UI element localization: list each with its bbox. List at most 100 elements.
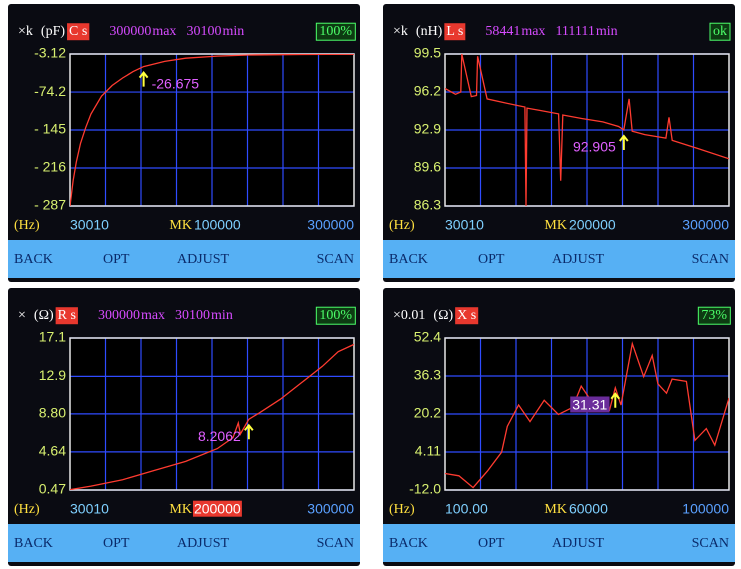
min-label: min	[596, 24, 618, 39]
x-tick-label: 300000	[307, 501, 354, 517]
y-tick-label: 4.11	[415, 443, 441, 459]
marker-x-value: 200000	[194, 501, 241, 517]
min-label: min	[211, 308, 233, 323]
y-tick-label: 52.4	[414, 329, 441, 345]
max-label: max	[521, 24, 545, 39]
unit: (Ω)	[433, 308, 453, 323]
marker-x-label: MK	[544, 218, 567, 233]
marker-arrow	[619, 134, 629, 150]
parameter-badge	[444, 23, 466, 41]
trace	[70, 343, 354, 490]
screen: ×k (nH) L s 58441 max 111111 min ok 99.5 96.2 92.9…	[383, 4, 735, 282]
parameter-badge	[455, 307, 479, 325]
marker-x-label: MK	[169, 502, 192, 517]
x-unit: (Hz)	[389, 218, 415, 233]
button[interactable]: SCAN	[317, 536, 354, 551]
y-tick-label: 4.64	[39, 443, 66, 459]
min-value: 30100	[175, 308, 210, 323]
button[interactable]: ADJUST	[552, 536, 605, 551]
min-label: min	[222, 24, 244, 39]
parameter: X s	[457, 308, 476, 323]
status: 100%	[319, 308, 352, 323]
status-box	[315, 22, 356, 41]
marker-x-label: MK	[544, 502, 567, 517]
y-tick-label: - 145	[34, 121, 66, 137]
trace	[445, 54, 729, 206]
button[interactable]: OPT	[478, 252, 505, 267]
button[interactable]: BACK	[14, 252, 53, 267]
y-tick-label: 36.3	[414, 367, 441, 383]
button[interactable]: SCAN	[692, 536, 729, 551]
marker-x-label: MK	[169, 218, 192, 233]
plot-frame	[69, 53, 355, 207]
marker-x-bg	[192, 500, 242, 517]
parameter: R s	[58, 308, 76, 323]
min-value: 30100	[186, 24, 221, 39]
button[interactable]: ADJUST	[177, 536, 230, 551]
scale-factor: ×k	[393, 24, 408, 39]
status: ok	[713, 24, 727, 39]
y-tick-label: 86.3	[414, 197, 441, 213]
marker-arrow	[138, 71, 149, 87]
x-tick-label: 100.00	[445, 501, 488, 517]
parameter: C s	[69, 24, 87, 39]
marker-arrow	[244, 423, 254, 440]
parameter: L s	[446, 24, 463, 39]
scale-factor: ×	[18, 308, 26, 323]
x-tick-label: 100000	[682, 501, 729, 517]
y-tick-label: 92.9	[414, 121, 441, 137]
button[interactable]: SCAN	[317, 252, 354, 267]
status-box	[709, 22, 731, 41]
status: 73%	[701, 308, 727, 323]
status-box	[315, 306, 356, 325]
parameter-badge	[67, 23, 90, 41]
marker-x-value: 100000	[194, 217, 241, 233]
button[interactable]: ADJUST	[552, 252, 605, 267]
min-value: 111111	[555, 24, 594, 39]
y-tick-label: 0.47	[39, 481, 66, 497]
y-tick-label: 17.1	[39, 329, 66, 345]
status-box	[697, 306, 731, 325]
y-tick-label: -12.0	[409, 481, 441, 497]
max-value: 300000	[109, 24, 151, 39]
button-bar	[8, 524, 360, 562]
marker-value-label: 31.31	[572, 396, 607, 412]
button[interactable]: BACK	[389, 536, 428, 551]
marker-label-bg	[570, 396, 610, 413]
marker-value-label: 92.905	[573, 139, 616, 155]
plot-frame	[444, 53, 730, 207]
x-unit: (Hz)	[14, 502, 40, 517]
x-tick-label: 30010	[70, 501, 109, 517]
x-tick-label: 30010	[70, 217, 109, 233]
x-tick-label: 30010	[445, 217, 484, 233]
button[interactable]: OPT	[103, 536, 130, 551]
scale-factor: ×0.01	[393, 308, 425, 323]
button-bar	[383, 240, 735, 278]
y-tick-label: -3.12	[34, 45, 66, 61]
y-tick-label: - 216	[34, 159, 66, 175]
y-tick-label: 99.5	[414, 45, 441, 61]
x-tick-label: 300000	[682, 217, 729, 233]
marker-value-label: -26.675	[152, 75, 200, 91]
x-unit: (Hz)	[389, 502, 415, 517]
y-tick-label: - 287	[34, 197, 66, 213]
max-value: 300000	[98, 308, 140, 323]
max-label: max	[141, 308, 165, 323]
button[interactable]: SCAN	[692, 252, 729, 267]
marker-x-value: 200000	[569, 217, 616, 233]
marker-value-label: 8.2062	[198, 428, 241, 444]
marker-arrow	[610, 392, 621, 408]
y-tick-label: -74.2	[34, 83, 66, 99]
y-tick-label: 8.80	[39, 405, 66, 421]
button[interactable]: BACK	[14, 536, 53, 551]
y-tick-label: 89.6	[414, 159, 441, 175]
y-tick-label: 96.2	[414, 83, 441, 99]
parameter-badge	[55, 307, 78, 325]
button[interactable]: OPT	[103, 252, 130, 267]
x-unit: (Hz)	[14, 218, 40, 233]
button[interactable]: BACK	[389, 252, 428, 267]
max-label: max	[152, 24, 176, 39]
button[interactable]: OPT	[478, 536, 505, 551]
button[interactable]: ADJUST	[177, 252, 230, 267]
status: 100%	[319, 24, 352, 39]
